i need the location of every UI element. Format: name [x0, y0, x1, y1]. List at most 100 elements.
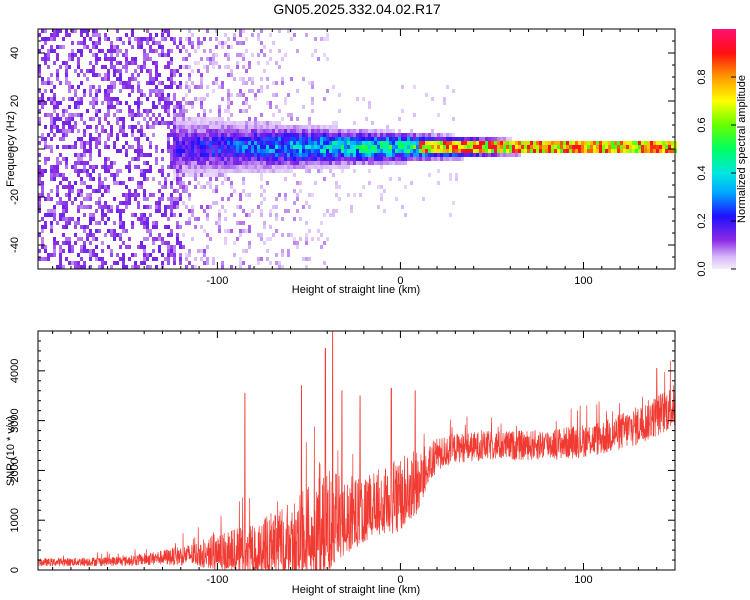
- heatmap-cell: [173, 97, 176, 101]
- heatmap-cell: [527, 149, 530, 153]
- heatmap-cell: [314, 125, 317, 129]
- heatmap-cell: [386, 153, 389, 157]
- heatmap-cell: [257, 37, 260, 41]
- heatmap-cell: [311, 141, 314, 145]
- heatmap-cell: [164, 29, 167, 33]
- heatmap-cell: [104, 89, 107, 93]
- heatmap-cell: [278, 145, 281, 149]
- heatmap-cell: [290, 137, 293, 141]
- heatmap-cell: [131, 265, 134, 269]
- heatmap-cell: [356, 149, 359, 153]
- heatmap-cell: [167, 125, 170, 129]
- heatmap-cell: [218, 137, 221, 141]
- heatmap-cell: [422, 133, 425, 137]
- heatmap-cell: [218, 153, 221, 157]
- heatmap-cell: [161, 197, 164, 201]
- heatmap-cell: [146, 221, 149, 225]
- heatmap-cell: [341, 129, 344, 133]
- heatmap-cell: [368, 105, 371, 109]
- heatmap-cell: [59, 253, 62, 257]
- heatmap-cell: [239, 233, 242, 237]
- heatmap-cell: [527, 145, 530, 149]
- heatmap-cell: [386, 149, 389, 153]
- heatmap-cell: [194, 161, 197, 165]
- heatmap-cell: [176, 233, 179, 237]
- heatmap-cell: [152, 77, 155, 81]
- heatmap-cell: [326, 57, 329, 61]
- heatmap-cell: [182, 137, 185, 141]
- heatmap-cell: [536, 141, 539, 145]
- heatmap-cell: [329, 149, 332, 153]
- heatmap-cell: [353, 145, 356, 149]
- heatmap-cell: [80, 113, 83, 117]
- heatmap-cell: [41, 193, 44, 197]
- heatmap-cell: [242, 145, 245, 149]
- heatmap-cell: [179, 141, 182, 145]
- heatmap-cell: [350, 149, 353, 153]
- heatmap-cell: [251, 157, 254, 161]
- heatmap-cell: [269, 261, 272, 265]
- heatmap-cell: [239, 93, 242, 97]
- heatmap-cell: [374, 129, 377, 133]
- heatmap-cell: [242, 133, 245, 137]
- heatmap-cell: [188, 249, 191, 253]
- heatmap-cell: [242, 109, 245, 113]
- heatmap-cell: [41, 101, 44, 105]
- heatmap-cell: [134, 261, 137, 265]
- heatmap-cell: [137, 85, 140, 89]
- heatmap-cell: [104, 77, 107, 81]
- heatmap-cell: [215, 189, 218, 193]
- heatmap-cell: [230, 113, 233, 117]
- heatmap-cell: [254, 165, 257, 169]
- heatmap-cell: [98, 189, 101, 193]
- heatmap-cell: [128, 125, 131, 129]
- heatmap-cell: [329, 161, 332, 165]
- heatmap-cell: [152, 121, 155, 125]
- heatmap-cell: [83, 133, 86, 137]
- heatmap-cell: [206, 57, 209, 61]
- heatmap-cell: [353, 149, 356, 153]
- heatmap-cell: [413, 157, 416, 161]
- heatmap-cell: [122, 181, 125, 185]
- heatmap-cell: [299, 145, 302, 149]
- heatmap-cell: [185, 121, 188, 125]
- heatmap-cell: [191, 149, 194, 153]
- heatmap-cell: [428, 137, 431, 141]
- heatmap-cell: [74, 197, 77, 201]
- heatmap-cell: [311, 129, 314, 133]
- heatmap-cell: [272, 125, 275, 129]
- heatmap-cell: [128, 41, 131, 45]
- heatmap-cell: [341, 137, 344, 141]
- heatmap-cell: [194, 173, 197, 177]
- heatmap-cell: [65, 221, 68, 225]
- heatmap-cell: [74, 89, 77, 93]
- heatmap-cell: [155, 121, 158, 125]
- heatmap-cell: [308, 161, 311, 165]
- heatmap-cell: [386, 161, 389, 165]
- heatmap-cell: [146, 257, 149, 261]
- heatmap-cell: [50, 37, 53, 41]
- heatmap-cell: [92, 117, 95, 121]
- heatmap-cell: [644, 141, 647, 145]
- heatmap-cell: [188, 29, 191, 33]
- heatmap-cell: [71, 145, 74, 149]
- heatmap-cell: [62, 265, 65, 269]
- heatmap-cell: [98, 133, 101, 137]
- heatmap-cell: [170, 81, 173, 85]
- heatmap-cell: [104, 117, 107, 121]
- heatmap-cell: [191, 141, 194, 145]
- heatmap-cell: [494, 145, 497, 149]
- heatmap-cell: [203, 49, 206, 53]
- heatmap-cell: [284, 153, 287, 157]
- heatmap-cell: [380, 197, 383, 201]
- heatmap-cell: [218, 113, 221, 117]
- heatmap-cell: [167, 105, 170, 109]
- heatmap-cell: [209, 57, 212, 61]
- heatmap-cell: [251, 77, 254, 81]
- heatmap-cell: [164, 109, 167, 113]
- heatmap-cell: [509, 141, 512, 145]
- heatmap-cell: [254, 93, 257, 97]
- heatmap-cell: [482, 149, 485, 153]
- heatmap-cell: [419, 157, 422, 161]
- heatmap-cell: [449, 145, 452, 149]
